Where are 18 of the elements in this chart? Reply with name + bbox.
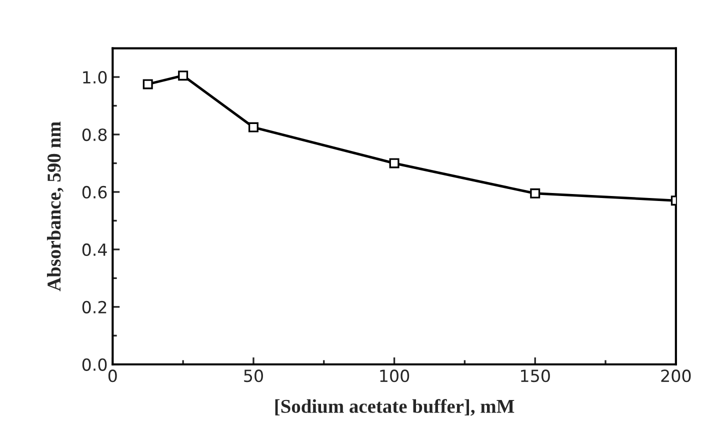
point: [248, 122, 258, 132]
y-tick-label: 0.2: [82, 300, 106, 314]
y-tick-label: 1.0: [83, 70, 107, 84]
x-tick-label: 200: [661, 370, 691, 382]
point: [178, 70, 188, 81]
x-tick-label: 150: [521, 370, 550, 382]
y-axis-title: Absorbance, 590 nm: [46, 122, 64, 292]
x-axis-title: [Sodium acetate buffer], mM: [275, 399, 514, 416]
y-tick-label: 0.6: [82, 186, 107, 199]
point: [530, 188, 540, 198]
y-tick-label: 0.4: [82, 243, 107, 256]
x-tick-label: 0: [108, 370, 117, 382]
x-tick-label: 100: [380, 370, 410, 382]
x-tick-label: 50: [244, 370, 263, 382]
point: [142, 79, 153, 90]
point: [389, 158, 400, 168]
y-tick-label: 0.8: [82, 128, 107, 142]
y-tick-label: 0.0: [82, 358, 107, 371]
